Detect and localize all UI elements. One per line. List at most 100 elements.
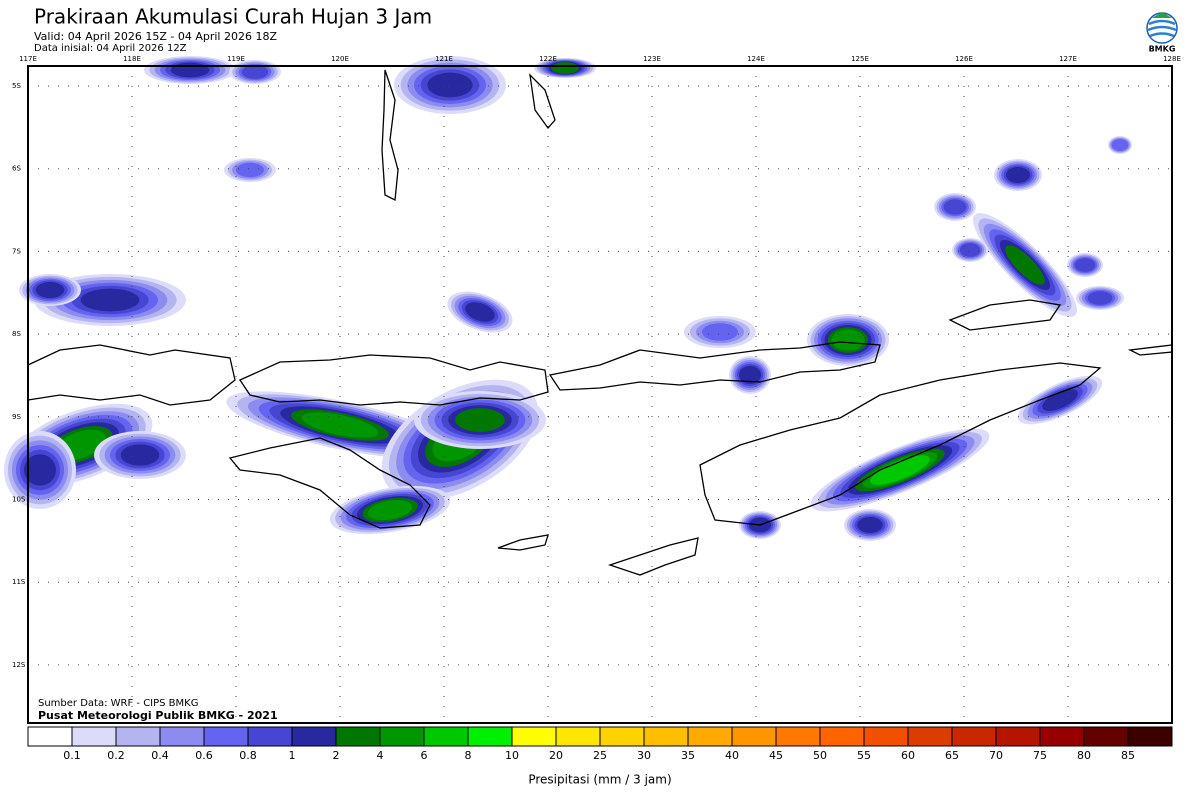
legend: 0.1 0.2 0.4 0.6 0.8 1 2 4 6 8 10 20 25 30 35 40 45 50 55 60… <box>27 726 1173 762</box>
lon-tick-label: 123E <box>643 55 661 63</box>
legend-swatch <box>71 726 117 747</box>
legend-label: 6 <box>421 749 428 762</box>
lat-tick-label: 5S <box>12 82 21 90</box>
lon-tick-label: 120E <box>331 55 349 63</box>
lat-tick-label: 12S <box>12 661 26 669</box>
legend-swatch <box>863 726 909 747</box>
coastline <box>497 534 549 551</box>
map-frame <box>27 65 1173 724</box>
legend-swatch <box>731 726 777 747</box>
lon-tick-label: 121E <box>435 55 453 63</box>
rain-area <box>236 162 264 178</box>
lon-tick-label: 125E <box>851 55 869 63</box>
coastline <box>948 299 1062 331</box>
legend-label: 0.4 <box>151 749 169 762</box>
coastlines <box>27 69 1173 576</box>
rain-area <box>1074 258 1096 272</box>
lon-tick-label: 117E <box>19 55 37 63</box>
legend-swatch <box>27 726 73 747</box>
rain-area <box>857 517 883 533</box>
legend-label: 0.6 <box>195 749 213 762</box>
rain-area <box>1042 389 1078 411</box>
legend-label: 35 <box>681 749 695 762</box>
rain-area <box>24 454 56 486</box>
rain-area <box>120 444 160 466</box>
rain-area <box>80 288 140 312</box>
rain-area <box>241 65 269 79</box>
coastline <box>607 537 699 576</box>
legend-label: 2 <box>333 749 340 762</box>
legend-swatch <box>1039 726 1085 747</box>
lat-tick-label: 7S <box>12 247 21 255</box>
legend-label: 50 <box>813 749 827 762</box>
rain-area <box>1087 291 1113 305</box>
rain-area <box>367 499 413 521</box>
source: Sumber Data: WRF - CIPS BMKG <box>38 698 198 709</box>
rain-area <box>301 412 379 438</box>
coastline <box>27 344 236 406</box>
rain-area <box>702 323 738 341</box>
coastline <box>381 69 399 202</box>
legend-swatch <box>643 726 689 747</box>
legend-swatch <box>687 726 733 747</box>
coastline <box>239 354 549 406</box>
legend-label: 25 <box>593 749 607 762</box>
legend-swatch <box>775 726 821 747</box>
legend-swatch <box>159 726 205 747</box>
legend-swatch <box>951 726 997 747</box>
precipitation <box>4 56 1132 541</box>
logo: BMKG <box>1146 12 1178 54</box>
rain-area <box>831 329 865 351</box>
legend-swatch <box>291 726 337 747</box>
legend-label: 85 <box>1121 749 1135 762</box>
logo-mark <box>1152 12 1172 18</box>
legend-swatch <box>555 726 601 747</box>
rain-area <box>870 455 930 485</box>
legend-swatch <box>1127 726 1173 747</box>
legend-label: 40 <box>725 749 739 762</box>
lat-tick-label: 8S <box>12 330 21 338</box>
lon-tick-label: 122E <box>539 55 557 63</box>
lat-tick-label: 9S <box>12 413 21 421</box>
graticule: 117E 118E 119E 120E 121E 122E 123E 124E 125E 126E… <box>12 55 1181 723</box>
credit: Pusat Meteorologi Publik BMKG - 2021 <box>38 709 278 722</box>
lon-tick-label: 128E <box>1163 55 1181 63</box>
rain-area <box>739 366 761 384</box>
coastline <box>529 73 556 130</box>
legend-label: 0.8 <box>239 749 257 762</box>
legend-swatch <box>1083 726 1129 747</box>
legend-swatch <box>511 726 557 747</box>
rain-area <box>455 408 505 432</box>
rain-area <box>1111 139 1129 151</box>
lat-tick-label: 6S <box>12 165 21 173</box>
logo-waves <box>1147 19 1177 38</box>
lon-tick-label: 126E <box>955 55 973 63</box>
lon-tick-label: 124E <box>747 55 765 63</box>
legend-swatch <box>335 726 381 747</box>
rain-area <box>35 282 65 298</box>
lon-tick-label: 119E <box>227 55 245 63</box>
legend-swatch <box>995 726 1041 747</box>
legend-swatch <box>423 726 469 747</box>
legend-label: 8 <box>465 749 472 762</box>
legend-swatch <box>599 726 645 747</box>
legend-label: 45 <box>769 749 783 762</box>
lat-tick-label: 10S <box>12 496 26 504</box>
rain-area <box>170 62 210 78</box>
legend-label: 20 <box>549 749 563 762</box>
rain-area <box>551 62 579 74</box>
legend-swatch <box>907 726 953 747</box>
coastline <box>699 362 1102 526</box>
legend-swatch <box>115 726 161 747</box>
coastline <box>548 341 881 391</box>
legend-label: 75 <box>1033 749 1047 762</box>
legend-label: 4 <box>377 749 384 762</box>
legend-label: 70 <box>989 749 1003 762</box>
lon-tick-label: 127E <box>1059 55 1077 63</box>
valid-time: Valid: 04 April 2026 15Z - 04 April 2026… <box>34 30 277 43</box>
lon-tick-label: 118E <box>123 55 141 63</box>
legend-title: Presipitasi (mm / 3 jam) <box>528 773 671 787</box>
rain-area <box>943 199 967 215</box>
